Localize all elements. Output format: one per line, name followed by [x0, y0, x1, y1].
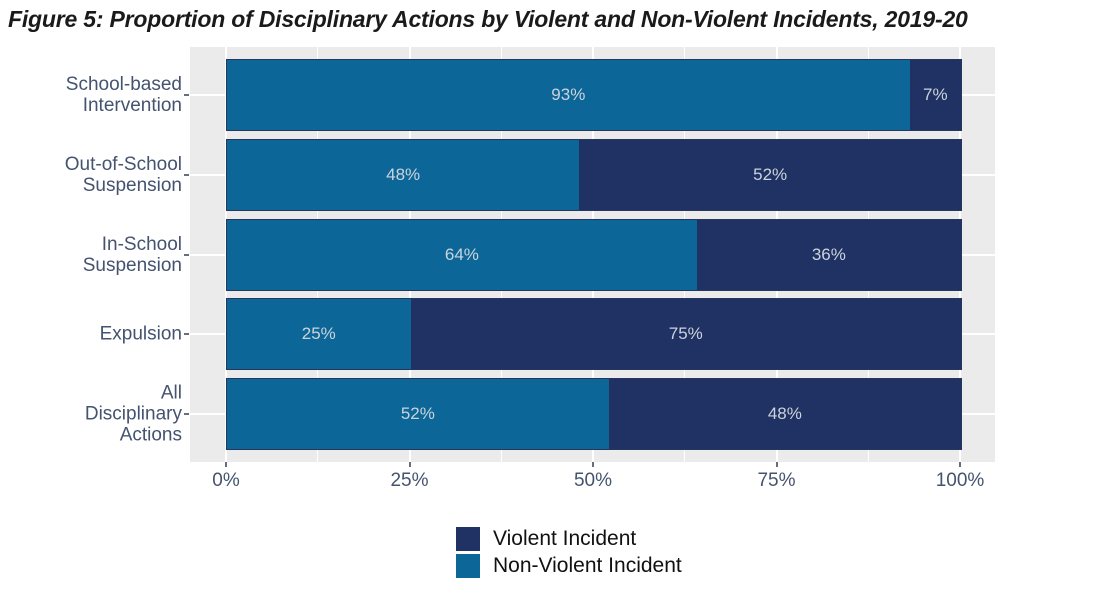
value-label: 93% — [551, 84, 586, 104]
bar-segment-non-violent: 25% — [227, 299, 411, 370]
value-label: 36% — [811, 244, 846, 264]
legend-label-violent: Violent Incident — [493, 527, 637, 550]
bar-segment-non-violent: 52% — [227, 379, 609, 450]
bar-row: 48% 52% — [226, 138, 962, 211]
legend-entry-violent: Violent Incident — [456, 527, 682, 551]
x-axis-tick — [408, 462, 411, 467]
x-tick-label: 0% — [212, 470, 240, 491]
legend-swatch-non-violent-icon — [456, 554, 480, 578]
value-label: 48% — [767, 404, 802, 424]
category-label: Out-of-School Suspension — [64, 153, 182, 196]
y-axis: School-based Intervention Out-of-School Sus… — [0, 47, 182, 462]
y-axis-tick — [184, 253, 189, 256]
y-axis-tick — [184, 413, 189, 416]
x-tick-label: 100% — [935, 470, 985, 491]
category-label: In-School Suspension — [82, 233, 182, 276]
legend: Violent Incident Non-Violent Incident — [456, 527, 682, 578]
bar-segment-violent: 48% — [608, 379, 961, 450]
x-axis-tick — [225, 462, 227, 467]
category-label: School-based Intervention — [65, 73, 182, 116]
value-label: 7% — [923, 84, 948, 104]
value-label: 48% — [386, 164, 421, 184]
legend-swatch-violent-icon — [456, 527, 480, 551]
x-axis-tick — [959, 462, 961, 467]
x-tick-label: 75% — [757, 470, 796, 491]
bar-row: 93% 7% — [226, 58, 962, 131]
plot-panel: 93% 7% 48% 52% 64% 36% 25% 75% 52% 48% — [190, 47, 995, 462]
value-label: 52% — [400, 404, 435, 424]
value-label: 64% — [444, 244, 479, 264]
legend-label-non-violent: Non-Violent Incident — [493, 554, 682, 577]
x-axis-tick — [775, 462, 778, 467]
y-axis-tick — [184, 93, 189, 96]
bar-row: 52% 48% — [226, 378, 962, 451]
value-label: 25% — [301, 324, 336, 344]
bar-segment-violent: 36% — [696, 219, 961, 290]
x-axis-tick — [592, 462, 594, 467]
y-axis-tick — [184, 333, 189, 336]
bar-segment-non-violent: 64% — [227, 219, 697, 290]
x-tick-label: 50% — [573, 470, 613, 491]
legend-entry-non-violent: Non-Violent Incident — [456, 554, 682, 578]
bar-segment-non-violent: 48% — [227, 139, 580, 210]
value-label: 75% — [668, 324, 703, 344]
category-label: Expulsion — [99, 323, 182, 345]
bar-segment-violent: 75% — [410, 299, 961, 370]
bar-segment-violent: 52% — [579, 139, 961, 210]
figure-title: Figure 5: Proportion of Disciplinary Act… — [8, 6, 968, 32]
x-tick-label: 25% — [390, 470, 429, 491]
bar-row: 25% 75% — [226, 298, 962, 371]
category-label: All Disciplinary Actions — [84, 382, 182, 446]
value-label: 52% — [753, 164, 788, 184]
bar-row: 64% 36% — [226, 218, 962, 291]
y-axis-tick — [184, 173, 189, 176]
bar-segment-non-violent: 93% — [227, 59, 910, 130]
bar-segment-violent: 7% — [909, 59, 961, 130]
